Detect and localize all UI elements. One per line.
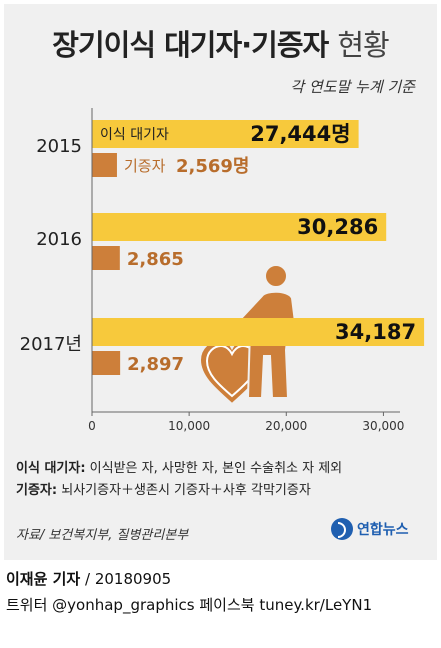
- value-label-donor-2: 2,897: [127, 354, 184, 375]
- bar-donor-1: [92, 246, 120, 270]
- credit-social: 트위터 @yonhap_graphics 페이스북 tuney.kr/LeYN1: [6, 596, 373, 614]
- category-label-0: 2015: [36, 136, 82, 157]
- note-donor: 기증자: 뇌사기증자＋생존시 기증자＋사후 각막기증자: [16, 480, 342, 502]
- x-tick-label-3: 30,000: [362, 419, 404, 433]
- x-tick-label-1: 10,000: [168, 419, 210, 433]
- note-waiting-term: 이식 대기자:: [16, 461, 86, 476]
- infographic-card: [4, 4, 437, 560]
- x-tick-label-2: 20,000: [265, 419, 307, 433]
- value-label-donor-1: 2,865: [127, 249, 184, 270]
- value-label-donor-0: 2,569명: [176, 156, 250, 177]
- title-suffix: 현황: [337, 28, 389, 62]
- title-main: 장기이식 대기자·기증자: [52, 28, 329, 62]
- notes: 이식 대기자: 이식받은 자, 사망한 자, 본인 수술취소 자 제외 기증자:…: [16, 458, 342, 502]
- source-note: 자료/ 보건복지부, 질병관리본부: [16, 528, 189, 543]
- category-label-1: 2016: [36, 229, 82, 250]
- bar-waiting-1: [92, 213, 387, 241]
- bar-waiting-0: [92, 120, 359, 148]
- note-waiting-desc: 이식받은 자, 사망한 자, 본인 수술취소 자 제외: [89, 461, 343, 476]
- bars-group: [92, 120, 425, 375]
- x-axis: 0 10,000 20,000 30,000: [88, 108, 404, 433]
- credit: 이재윤 기자 / 20180905 트위터 @yonhap_graphics 페…: [6, 566, 372, 618]
- note-waiting: 이식 대기자: 이식받은 자, 사망한 자, 본인 수술취소 자 제외: [16, 458, 342, 480]
- yonhap-logo-icon: [331, 518, 353, 540]
- yonhap-logo-text: 연합뉴스: [357, 522, 409, 538]
- credit-line-1: 이재윤 기자 / 20180905: [6, 566, 372, 592]
- note-donor-desc: 뇌사기증자＋생존시 기증자＋사후 각막기증자: [61, 483, 311, 498]
- series-label-donor: 기증자: [124, 157, 166, 175]
- value-label-waiting-1: 30,286: [297, 215, 378, 239]
- value-label-waiting-0: 27,444명: [250, 122, 350, 146]
- bar-donor-2: [92, 351, 121, 375]
- bar-donor-0: [92, 153, 117, 177]
- credit-date: / 20180905: [80, 570, 172, 588]
- x-tick-label-0: 0: [88, 419, 96, 433]
- yonhap-logo: 연합뉴스: [331, 518, 409, 540]
- bar-waiting-2: [92, 318, 425, 346]
- category-label-2: 2017년: [20, 334, 82, 355]
- series-label-waiting: 이식 대기자: [100, 127, 169, 143]
- chart-subtitle: 각 연도말 누계 기준: [290, 78, 415, 96]
- credit-author: 이재윤 기자: [6, 570, 81, 588]
- chart-title: 장기이식 대기자·기증자 현황: [0, 22, 441, 64]
- note-donor-term: 기증자:: [16, 483, 58, 498]
- value-label-waiting-2: 34,187: [335, 320, 416, 344]
